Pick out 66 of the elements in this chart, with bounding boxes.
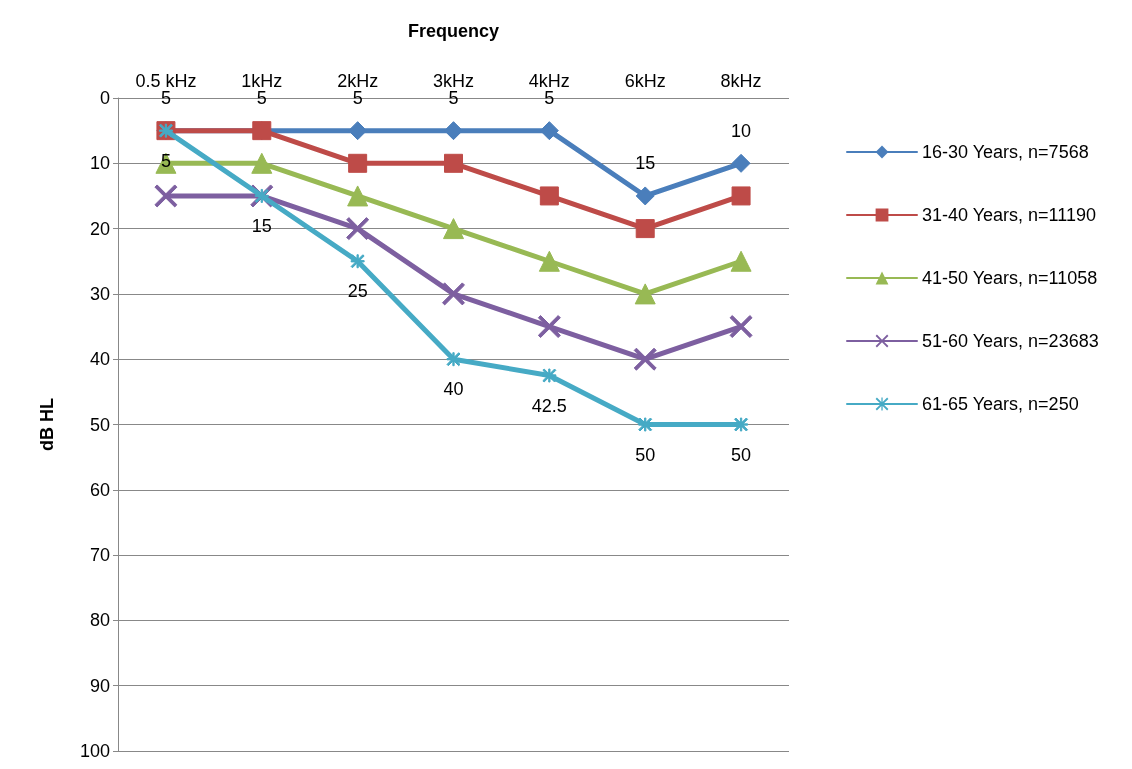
data-label: 5 bbox=[160, 150, 171, 171]
y-tick-label: 0 bbox=[99, 88, 110, 108]
point bbox=[350, 254, 365, 269]
point bbox=[635, 186, 655, 206]
point bbox=[537, 315, 561, 339]
data-label: 15 bbox=[251, 215, 272, 236]
point bbox=[729, 315, 753, 339]
x-tick-label: 1kHz bbox=[241, 71, 283, 91]
y-tick-label: 30 bbox=[89, 283, 110, 304]
point bbox=[539, 186, 559, 206]
point bbox=[348, 153, 368, 173]
y-tick-label: 20 bbox=[89, 218, 110, 239]
point bbox=[154, 184, 178, 208]
legend-label: 41-50 Years, n=11058 bbox=[922, 268, 1098, 288]
point bbox=[539, 121, 559, 141]
point bbox=[347, 185, 369, 207]
x-axis-title: Frequency bbox=[407, 21, 500, 41]
data-label: 10 bbox=[731, 120, 752, 141]
data-label: 15 bbox=[635, 153, 656, 174]
point bbox=[731, 153, 751, 173]
data-label: 5 bbox=[352, 88, 363, 109]
y-tick-label: 80 bbox=[89, 610, 110, 631]
point bbox=[348, 121, 368, 141]
point bbox=[443, 218, 464, 240]
data-label: 5 bbox=[256, 88, 267, 109]
point bbox=[542, 368, 557, 383]
point bbox=[633, 347, 657, 371]
data-label: 25 bbox=[347, 281, 368, 302]
data-label: 50 bbox=[731, 444, 752, 465]
y-tick-label: 10 bbox=[89, 153, 110, 174]
data-label: 5 bbox=[544, 88, 555, 109]
point bbox=[442, 282, 465, 306]
x-tick-label: 3kHz bbox=[432, 71, 475, 91]
data-label: 42.5 bbox=[531, 395, 567, 416]
legend-label: 31-40 Years, n=11190 bbox=[922, 205, 1097, 225]
point bbox=[730, 250, 752, 272]
y-tick-label: 70 bbox=[89, 545, 110, 566]
x-tick-label: 2kHz bbox=[337, 71, 379, 91]
legend-label: 16-30 Years, n=7568 bbox=[922, 142, 1089, 162]
point bbox=[538, 250, 560, 272]
x-tick-label: 4kHz bbox=[528, 71, 570, 91]
y-axis-title: dB HL bbox=[37, 398, 57, 451]
legend-label: 51-60 Years, n=23683 bbox=[922, 331, 1099, 351]
x-tick-label: 6kHz bbox=[624, 71, 666, 91]
point bbox=[251, 152, 273, 174]
point bbox=[634, 283, 656, 305]
data-label: 5 bbox=[160, 88, 171, 109]
legend-label: 61-65 Years, n=250 bbox=[922, 394, 1079, 414]
point bbox=[446, 352, 461, 367]
x-tick-label: 0.5 kHz bbox=[135, 71, 197, 91]
y-tick-label: 60 bbox=[89, 479, 110, 500]
y-tick-label: 90 bbox=[89, 675, 110, 696]
point bbox=[444, 121, 463, 141]
point bbox=[444, 153, 463, 173]
point bbox=[635, 219, 655, 239]
data-label: 50 bbox=[635, 444, 656, 465]
point bbox=[734, 417, 749, 432]
point bbox=[638, 417, 653, 432]
data-label: 40 bbox=[443, 379, 464, 400]
x-tick-label: 8kHz bbox=[720, 71, 762, 91]
data-label: 5 bbox=[448, 88, 459, 109]
point bbox=[346, 217, 370, 241]
y-tick-label: 100 bbox=[79, 741, 110, 761]
y-tick-label: 50 bbox=[89, 414, 110, 435]
point bbox=[731, 186, 751, 206]
y-tick-label: 40 bbox=[89, 349, 110, 370]
